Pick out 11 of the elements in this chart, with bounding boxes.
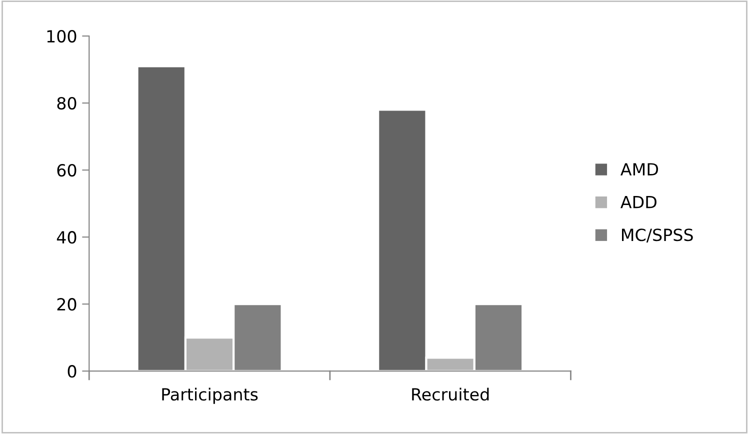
- legend-label: AMD: [620, 163, 658, 176]
- x-tick-label: Participants: [162, 388, 258, 404]
- y-tick-label: 0: [68, 365, 76, 378]
- y-tick-label: 60: [57, 164, 76, 177]
- legend-label: MC/SPSS: [622, 228, 693, 242]
- x-tick-label: Recruited: [412, 388, 489, 401]
- y-tick-label: 80: [57, 96, 76, 110]
- y-tick-label: 100: [47, 30, 76, 43]
- y-tick-label: 20: [57, 298, 76, 311]
- legend-label: ADD: [620, 196, 656, 208]
- y-tick-label: 40: [56, 231, 76, 244]
